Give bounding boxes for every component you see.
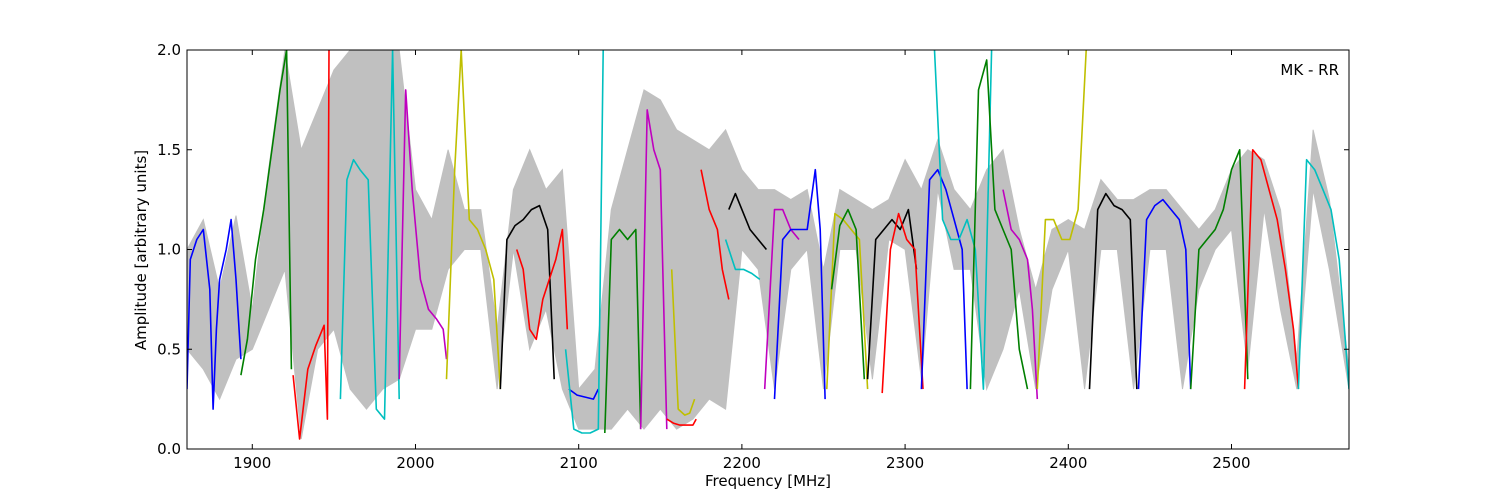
series-line-27: [1002, 189, 1039, 400]
series-line-32: [1243, 149, 1300, 390]
x-tick-label: 2100: [560, 454, 598, 472]
series-line-2: [240, 50, 293, 376]
y-tick-label: 1.5: [157, 141, 181, 159]
series-line-12: [639, 109, 668, 430]
series-line-31: [1189, 149, 1249, 390]
series-line-26: [969, 59, 1029, 390]
series-line-17: [700, 169, 730, 300]
series-line-21: [830, 208, 866, 380]
series-line-25: [933, 50, 993, 390]
series-line-8: [515, 228, 569, 341]
series-line-7: [499, 204, 555, 390]
x-tick-label: 2300: [886, 454, 924, 472]
x-axis-ticks: 1900 2000 2100 2200 2300 2400 2500: [233, 50, 1251, 472]
series-line-28: [1036, 50, 1087, 390]
y-tick-label: 0.0: [157, 440, 181, 458]
series-line-29: [1088, 192, 1138, 390]
y-tick-label: 1.0: [157, 241, 181, 259]
series-line-1: [187, 218, 242, 410]
series-layer: [187, 50, 1349, 440]
x-tick-label: 2000: [396, 454, 434, 472]
series-line-3: [292, 50, 330, 440]
series-line-6: [445, 50, 502, 390]
x-tick-label: 2200: [723, 454, 761, 472]
y-axis-label: Amplitude [arbitrary units]: [132, 150, 150, 350]
series-line-16: [724, 239, 761, 281]
series-line-20: [826, 212, 869, 390]
series-line-9: [568, 388, 600, 400]
envelope-band: [187, 50, 1349, 440]
series-line-15: [728, 192, 768, 251]
series-line-30: [1137, 198, 1192, 390]
envelope-layer: [187, 50, 1349, 440]
y-tick-label: 0.5: [157, 340, 181, 358]
series-line-24: [920, 168, 968, 390]
series-line-19: [773, 168, 826, 400]
series-line-22: [866, 208, 918, 380]
y-axis-ticks: 0.0 0.5 1.0 1.5 2.0: [157, 41, 1349, 458]
series-line-5: [398, 89, 448, 380]
series-line-33: [1297, 158, 1349, 390]
series-line-23: [881, 212, 924, 394]
y-tick-label: 2.0: [157, 41, 181, 59]
x-tick-label: 1900: [233, 454, 271, 472]
x-tick-label: 2400: [1049, 454, 1087, 472]
x-tick-label: 2500: [1212, 454, 1250, 472]
chart-annotation: MK - RR: [1280, 61, 1339, 79]
series-line-14: [670, 269, 696, 416]
series-line-13: [666, 418, 697, 426]
series-line-10: [564, 50, 604, 434]
series-line-18: [763, 208, 800, 390]
x-axis-label: Frequency [MHz]: [705, 472, 831, 490]
series-line-4: [339, 50, 400, 420]
series-line-11: [604, 228, 642, 434]
